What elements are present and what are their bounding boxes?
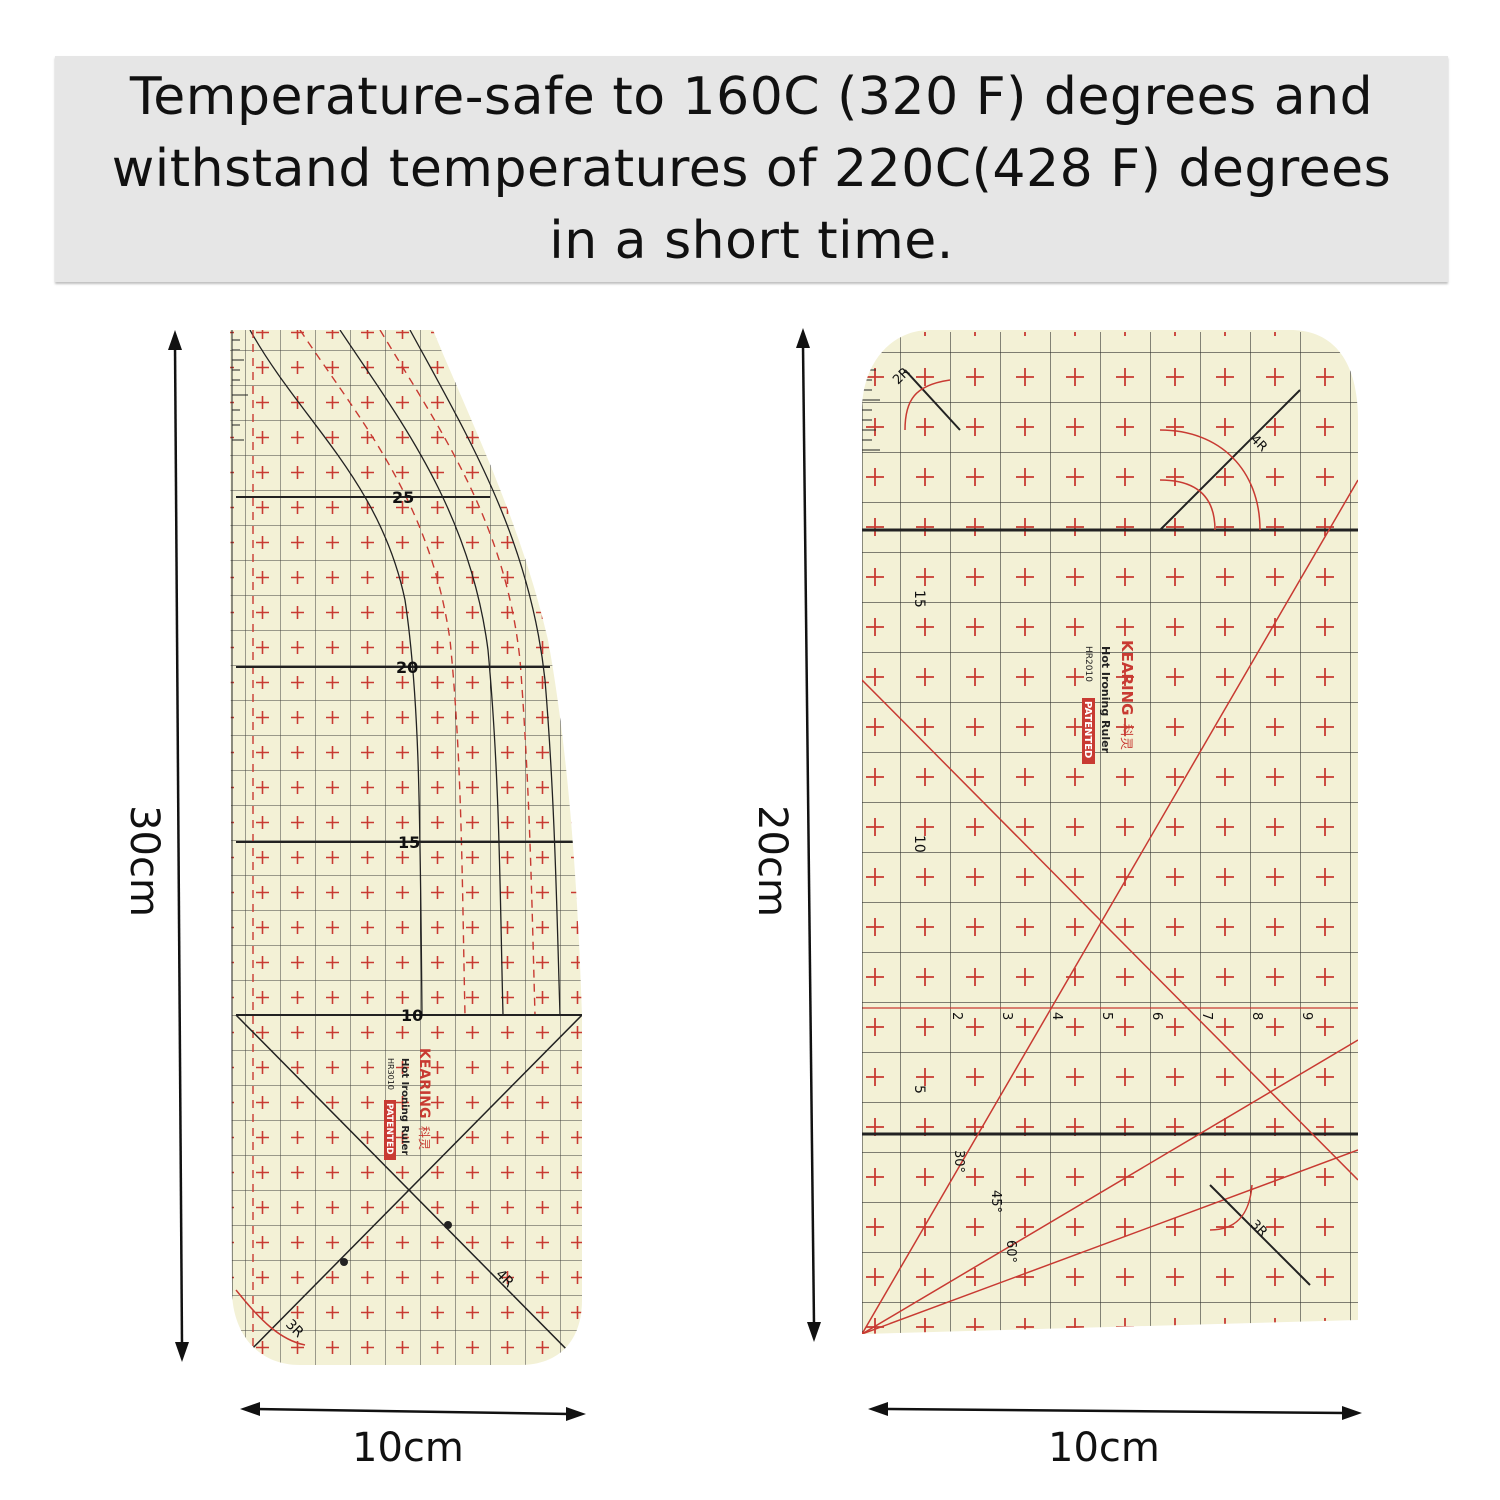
right-angle-60: 60° — [1003, 1240, 1018, 1263]
right-bottom-num: 7 — [1199, 1012, 1214, 1020]
left-mark-15: 15 — [398, 833, 420, 852]
right-brand-name: KEARING — [1118, 640, 1136, 715]
left-model: HR3010 — [386, 1058, 395, 1090]
right-brand-block: KEARING 科灵 Hot Ironing Ruler HR2010 PATE… — [1082, 640, 1136, 764]
right-angle-30: 30° — [951, 1150, 966, 1173]
right-mark-15: 15 — [911, 590, 927, 608]
right-bottom-num: 5 — [1099, 1012, 1114, 1020]
left-brand-block: KEARING 科灵 Hot Ironing Ruler HR3010 PATE… — [384, 1048, 432, 1160]
right-bottom-numbers: 2 3 4 5 6 7 8 9 — [949, 1012, 1314, 1020]
left-ruler: 25 20 15 10 3R 4R KEARING 科灵 Hot Ironing… — [230, 330, 582, 1365]
left-brand-name: KEARING — [416, 1048, 432, 1118]
right-width-label: 10cm — [1048, 1425, 1160, 1471]
right-product-name: Hot Ironing Ruler — [1099, 646, 1112, 754]
left-width-label: 10cm — [352, 1425, 464, 1471]
left-mark-10: 10 — [401, 1006, 423, 1025]
right-height-label: 20cm — [748, 805, 795, 917]
right-bottom-num: 8 — [1249, 1012, 1264, 1020]
right-mark-10: 10 — [911, 835, 927, 853]
left-patent-badge: PATENTED — [384, 1103, 394, 1155]
banner-text: Temperature-safe to 160C (320 F) degrees… — [111, 67, 1392, 271]
left-brand-cn: 科灵 — [417, 1126, 431, 1150]
left-product-name: Hot Ironing Ruler — [399, 1058, 410, 1155]
right-angle-45: 45° — [988, 1190, 1003, 1213]
left-height-label: 30cm — [120, 805, 167, 917]
left-mark-25: 25 — [392, 488, 414, 507]
right-bottom-num: 2 — [949, 1012, 964, 1020]
right-mark-5: 5 — [911, 1085, 927, 1094]
right-bottom-num: 3 — [999, 1012, 1014, 1020]
dimension-arrows — [168, 328, 1362, 1421]
right-model: HR2010 — [1083, 646, 1093, 682]
right-brand-cn: 科灵 — [1118, 724, 1133, 750]
left-mark-20: 20 — [396, 658, 418, 677]
right-ruler: 15 10 5 2 3 4 5 6 7 8 9 2R 4R 3R 30° 45°… — [862, 330, 1358, 1334]
right-bottom-num: 4 — [1049, 1012, 1064, 1020]
heat-info-banner: Temperature-safe to 160C (320 F) degrees… — [55, 56, 1448, 282]
right-patent-badge: PATENTED — [1082, 701, 1093, 758]
right-bottom-num: 6 — [1149, 1012, 1164, 1020]
right-bottom-num: 9 — [1299, 1012, 1314, 1020]
